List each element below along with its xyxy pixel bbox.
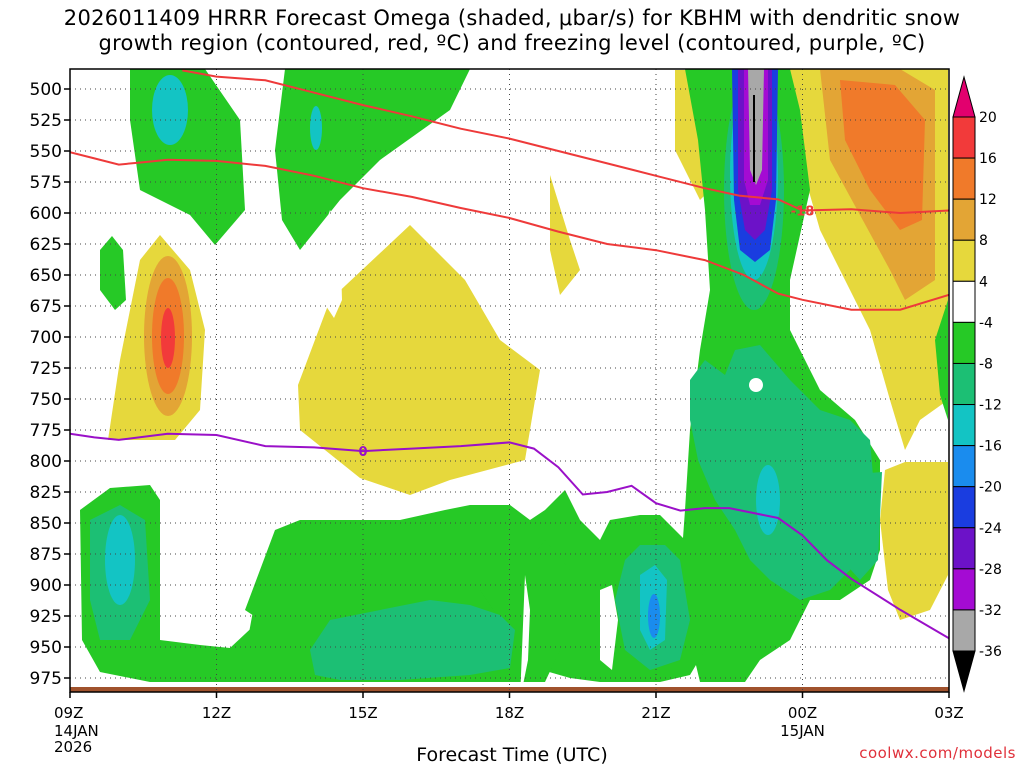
ytick-label-675: 675	[30, 297, 62, 317]
gray-core-23z	[748, 69, 764, 185]
cyan-region-14z	[310, 106, 322, 150]
colorbar-box-12	[952, 609, 976, 652]
colorbar-label--8: -8	[979, 356, 993, 372]
contour-lines: -18 0	[70, 69, 949, 640]
colorbar-box-10	[952, 527, 976, 570]
teal-region-2330z	[690, 345, 875, 600]
green-region-1030z	[130, 69, 245, 245]
ytick-label-875: 875	[30, 545, 62, 565]
colorbar-box-1	[952, 157, 976, 200]
colorbar-box-11	[952, 568, 976, 611]
green-sliver-right	[935, 300, 948, 420]
ytick-label-525: 525	[30, 111, 62, 131]
yellow-region-19z	[550, 175, 580, 295]
colorbar-label--32: -32	[979, 603, 1002, 619]
xtick-sublabel-15JAN: 15JAN	[780, 722, 825, 740]
colorbar-box-8	[952, 445, 976, 488]
contour-label-dendritic-upper-isotherm: -18	[791, 205, 815, 220]
ytick-label-900: 900	[30, 576, 62, 596]
colorbar-box-4	[952, 280, 976, 323]
xtick-label-09Z: 09Z	[54, 704, 83, 722]
ytick-label-925: 925	[30, 607, 62, 627]
ytick-label-950: 950	[30, 638, 62, 658]
colorbar: 20 16 12 8 4 -4 -8 -12 -16 -20 -24 -28 -32 -36	[952, 75, 1002, 693]
white-hole-2030z	[600, 585, 618, 670]
xtick-label-03Z: 03Z	[934, 704, 963, 722]
ytick-label-725: 725	[30, 359, 62, 379]
cyan-region-1030z	[152, 75, 188, 145]
ytick-label-800: 800	[30, 452, 62, 472]
colorbar-label--20: -20	[979, 480, 1002, 496]
ytick-label-500: 500	[30, 80, 62, 100]
white-hole-14z	[320, 210, 342, 318]
colorbar-label-8: 8	[979, 233, 988, 249]
ytick-label-750: 750	[30, 390, 62, 410]
contour-freezing-level	[70, 432, 949, 640]
colorbar-label-20: 20	[979, 110, 997, 126]
ytick-label-700: 700	[30, 328, 62, 348]
colorbar-bottom-arrow	[952, 650, 976, 693]
x-axis-title: Forecast Time (UTC)	[416, 744, 608, 766]
xtick-sublabel-14JAN: 14JAN	[54, 722, 99, 740]
ytick-label-650: 650	[30, 266, 62, 286]
colorbar-label--36: -36	[979, 644, 1002, 660]
title-line-2: growth region (contoured, red, ºC) and f…	[98, 31, 926, 55]
orange-core-01z	[840, 80, 925, 230]
colorbar-box-5	[952, 321, 976, 364]
colorbar-box-3	[952, 239, 976, 282]
yellow-region-lower-right	[880, 462, 948, 620]
colorbar-box-7	[952, 404, 976, 447]
xtick-label-00Z: 00Z	[788, 704, 817, 722]
ytick-label-600: 600	[30, 204, 62, 224]
green-strip-0930z	[100, 236, 126, 310]
colorbar-label--24: -24	[979, 521, 1002, 537]
xtick-label-18Z: 18Z	[495, 704, 524, 722]
teal-region-16z	[310, 600, 515, 680]
colorbar-top-arrow	[952, 75, 976, 118]
green-region-14z-upper	[275, 69, 470, 250]
credit-link[interactable]: coolwx.com/models	[859, 744, 1016, 762]
colorbar-label--16: -16	[979, 439, 1002, 455]
chart-title: 2026011409 HRRR Forecast Omega (shaded, …	[0, 6, 1024, 56]
xtick-label-12Z: 12Z	[202, 704, 231, 722]
red-core-11z	[161, 308, 175, 368]
ytick-label-775: 775	[30, 421, 62, 441]
contour-dendritic-lower-isotherm	[70, 151, 949, 311]
colorbar-label--4: -4	[979, 315, 993, 331]
colorbar-label-12: 12	[979, 192, 997, 208]
ytick-label-975: 975	[30, 669, 62, 689]
colorbar-box-9	[952, 486, 976, 529]
y-axis: 500 525 550 575 600 625 650 675 700 725 750 775 800 8…	[30, 80, 70, 689]
colorbar-label--12: -12	[979, 398, 1002, 414]
colorbar-label-4: 4	[979, 274, 988, 290]
colorbar-label-16: 16	[979, 151, 997, 167]
ytick-label-575: 575	[30, 173, 62, 193]
white-hole-2345z	[749, 378, 763, 392]
xtick-label-21Z: 21Z	[641, 704, 670, 722]
colorbar-label--28: -28	[979, 562, 1002, 578]
colorbar-box-6	[952, 362, 976, 406]
blue-core-21z	[648, 594, 660, 638]
white-hole-1830z	[520, 575, 530, 692]
contour-label-freezing-level: 0	[358, 445, 367, 460]
title-line-1: 2026011409 HRRR Forecast Omega (shaded, …	[63, 6, 961, 30]
contour-dendritic-upper-isotherm	[182, 69, 949, 215]
ytick-label-625: 625	[30, 235, 62, 255]
xtick-label-15Z: 15Z	[348, 704, 377, 722]
ytick-label-850: 850	[30, 514, 62, 534]
cyan-region-2330z	[756, 465, 780, 535]
xtick-sublabel-2026: 2026	[54, 738, 92, 756]
colorbar-box-0	[952, 116, 976, 159]
cyan-region-0930z	[105, 515, 135, 605]
omega-shading	[70, 69, 949, 692]
yellow-region-center	[298, 225, 540, 495]
colorbar-box-2	[952, 198, 976, 241]
ytick-label-550: 550	[30, 142, 62, 162]
ytick-label-825: 825	[30, 483, 62, 503]
